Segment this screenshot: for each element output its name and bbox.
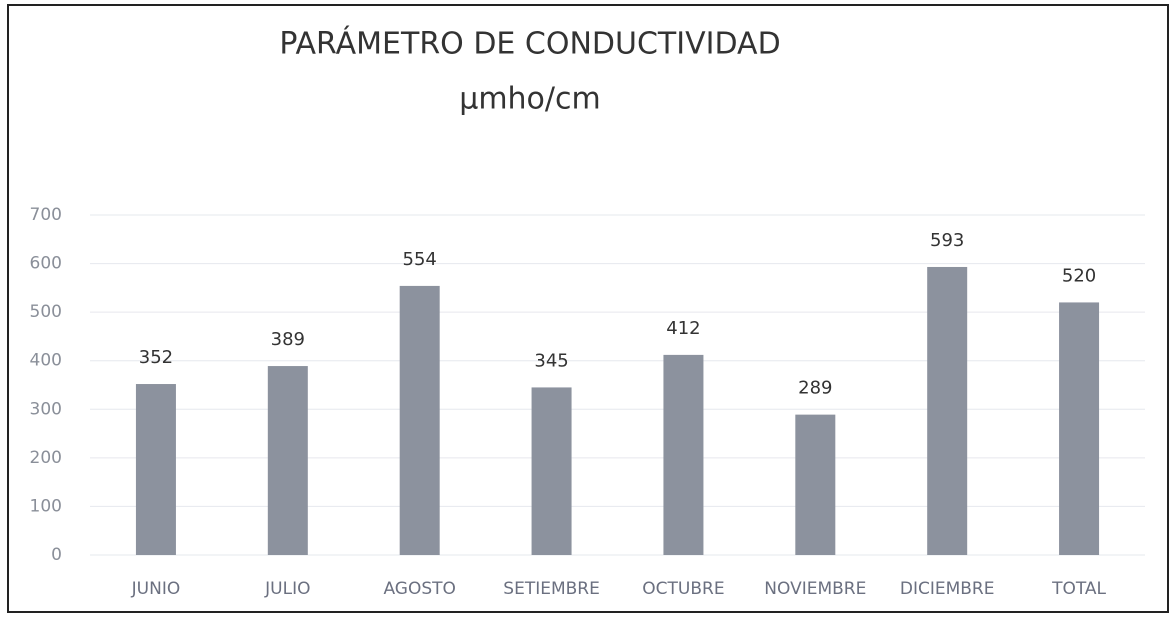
bar <box>135 384 176 555</box>
x-tick-label: JULIO <box>264 579 310 599</box>
bar <box>267 366 308 555</box>
bar <box>531 387 572 555</box>
x-tick-label: SETIEMBRE <box>503 579 600 599</box>
y-tick-label: 300 <box>30 399 62 419</box>
data-label: 412 <box>666 318 700 339</box>
y-tick-label: 200 <box>30 448 62 468</box>
y-tick-label: 700 <box>30 205 62 225</box>
y-tick-label: 0 <box>51 545 62 565</box>
data-label: 554 <box>403 249 437 270</box>
x-tick-label: TOTAL <box>1051 579 1106 599</box>
y-tick-label: 500 <box>30 302 62 322</box>
data-label: 345 <box>534 350 568 371</box>
x-tick-label: AGOSTO <box>383 579 455 599</box>
bar <box>927 266 968 555</box>
bar <box>1059 302 1100 555</box>
chart-title: PARÁMETRO DE CONDUCTIVIDAD <box>279 26 780 62</box>
y-tick-label: 600 <box>30 254 62 274</box>
x-tick-label: DICIEMBRE <box>900 579 995 599</box>
x-tick-label: NOVIEMBRE <box>764 579 866 599</box>
data-label: 289 <box>798 378 832 399</box>
y-tick-label: 100 <box>30 496 62 516</box>
bar <box>795 414 836 555</box>
x-tick-label: OCTUBRE <box>642 579 724 599</box>
data-label: 389 <box>271 329 305 350</box>
bar <box>663 354 704 555</box>
bar <box>399 285 440 555</box>
data-label: 520 <box>1062 265 1096 286</box>
y-tick-label: 400 <box>30 351 62 371</box>
x-tick-label: JUNIO <box>131 579 181 599</box>
data-label: 593 <box>930 230 964 251</box>
data-label: 352 <box>139 347 173 368</box>
chart-subtitle: µmho/cm <box>459 82 601 117</box>
chart-frame <box>7 4 1169 613</box>
